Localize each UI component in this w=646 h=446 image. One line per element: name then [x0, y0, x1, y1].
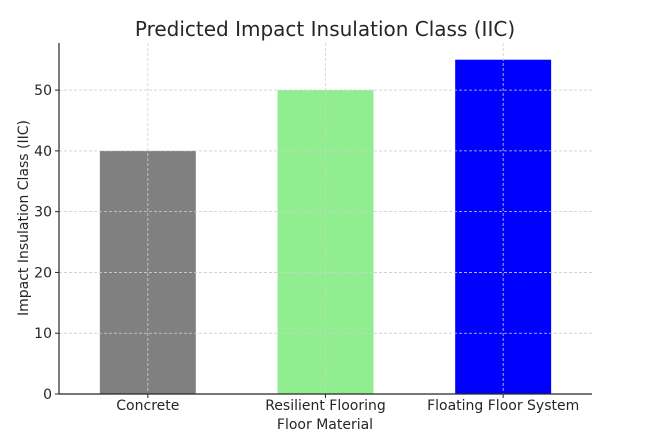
y-tick-label: 0	[43, 387, 52, 403]
bars	[59, 43, 592, 395]
y-axis-label: Impact Insulation Class (IIC)	[16, 120, 32, 316]
x-tick-label: Concrete	[116, 398, 179, 414]
x-tick-label: Floating Floor System	[427, 398, 579, 414]
x-axis-label: Floor Material	[277, 417, 373, 433]
y-tick-label: 30	[34, 205, 52, 221]
y-tick-label: 40	[34, 144, 52, 160]
y-tick-label: 50	[34, 83, 52, 99]
y-tick-label: 20	[34, 265, 52, 281]
x-ticks: Concrete Resilient Flooring Floating Floor…	[116, 394, 579, 414]
y-tick-label: 10	[34, 326, 52, 342]
chart-title: Predicted Impact Insulation Class (IIC)	[135, 17, 515, 41]
y-ticks: 0 10 20 30 40 50	[34, 83, 59, 403]
x-tick-label: Resilient Flooring	[265, 398, 386, 414]
